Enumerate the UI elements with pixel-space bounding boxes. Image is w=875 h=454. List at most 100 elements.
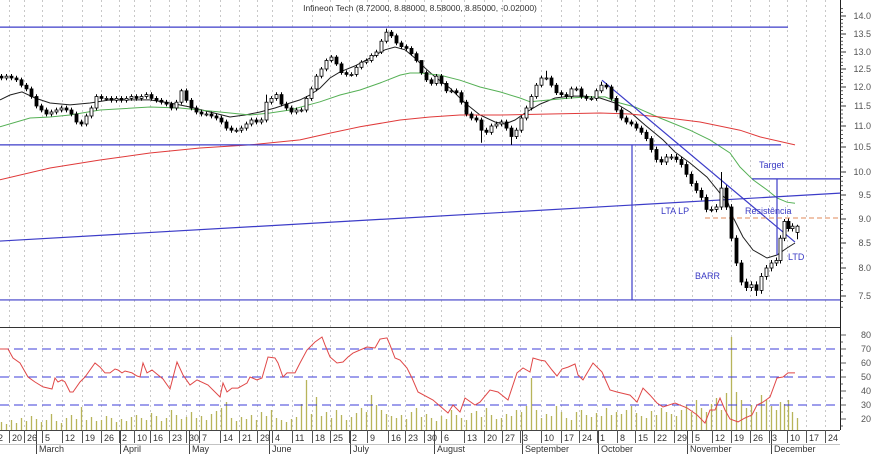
day-label: 13 (467, 433, 477, 443)
annotation-lta-lp: LTA LP (661, 206, 689, 216)
candle (634, 121, 639, 131)
candle (34, 94, 39, 109)
candle (194, 105, 199, 115)
candle-body (639, 127, 644, 133)
candle-body (719, 187, 724, 208)
candle (159, 98, 164, 105)
price-axis-label: 9.0 (858, 214, 871, 224)
candle (269, 96, 274, 105)
candle (89, 105, 94, 119)
candle-body (479, 119, 484, 131)
candle (774, 257, 779, 266)
candle-body (782, 220, 787, 239)
day-label: 10 (137, 433, 147, 443)
candle-body (99, 96, 104, 99)
candle-body (369, 55, 374, 61)
day-label: 26 (104, 433, 114, 443)
candle (764, 265, 769, 280)
candle-body (264, 101, 269, 121)
candle (399, 40, 404, 49)
day-label: 30 (189, 433, 199, 443)
candle-body (179, 90, 184, 103)
candle-body (259, 119, 264, 123)
day-label: 19 (85, 433, 95, 443)
candle (544, 70, 549, 81)
candle (404, 44, 409, 51)
day-label: 10 (544, 433, 554, 443)
candle-body (274, 94, 279, 99)
candle (279, 92, 284, 107)
volume-bars (0, 337, 799, 430)
day-label: 21 (242, 433, 252, 443)
candle-body (769, 262, 774, 269)
candle-body (424, 72, 429, 81)
candle-body (786, 220, 791, 229)
candle-body (34, 96, 39, 107)
candle (209, 111, 214, 119)
candle-body (239, 127, 244, 131)
candle-body (84, 115, 89, 125)
candle (524, 105, 529, 121)
candle (669, 154, 674, 160)
candle (704, 194, 709, 213)
candle-body (684, 164, 689, 175)
candle (594, 88, 599, 101)
candle-body (519, 117, 524, 131)
month-label: September (525, 444, 569, 454)
candle-body (744, 281, 749, 288)
candle-body (344, 72, 349, 75)
candle (564, 92, 569, 99)
day-label: 27 (505, 433, 515, 443)
candle-body (549, 77, 554, 86)
candle (509, 125, 514, 145)
candle-body (169, 103, 174, 109)
candle (689, 171, 694, 187)
price-axis-label: 7.5 (858, 291, 871, 301)
rsi-line (0, 336, 795, 425)
candle-body (234, 129, 239, 132)
candle-body (139, 96, 144, 99)
candle (394, 33, 399, 46)
candle-body (199, 111, 204, 115)
day-label: 12 (0, 433, 3, 443)
candle (449, 88, 454, 94)
candle-body (214, 115, 219, 119)
candle-body (624, 117, 629, 123)
candle (664, 154, 669, 165)
candle-body (414, 53, 419, 61)
candle (9, 74, 14, 81)
price-axis-label: 10.5 (853, 142, 871, 152)
candle-body (499, 121, 504, 125)
candle-body (129, 96, 134, 99)
candle (474, 115, 479, 123)
candle-body (584, 96, 589, 99)
candle (39, 103, 44, 113)
candle (529, 94, 534, 111)
candle (59, 105, 64, 113)
candle (759, 273, 764, 294)
candle-body (704, 196, 709, 210)
day-label: 4 (275, 433, 280, 443)
candle (419, 60, 424, 75)
candle (389, 30, 394, 38)
ma-line-long (0, 112, 796, 181)
candle (709, 206, 714, 213)
candle-body (774, 260, 779, 264)
candle (489, 123, 494, 135)
day-label: 12 (65, 433, 75, 443)
candle-body (24, 84, 29, 90)
candle (299, 107, 304, 113)
candle-body (629, 121, 634, 125)
month-label: November (690, 444, 732, 454)
day-label: 25 (333, 433, 343, 443)
candle (349, 72, 354, 77)
candle-body (534, 84, 539, 97)
candle-body (14, 77, 19, 81)
candle (459, 90, 464, 105)
candle-body (79, 121, 84, 125)
candle (234, 127, 239, 133)
candle (44, 107, 49, 117)
candle-body (0, 75, 4, 79)
candle-body (94, 96, 99, 109)
trendline-lta-lp (0, 192, 841, 242)
